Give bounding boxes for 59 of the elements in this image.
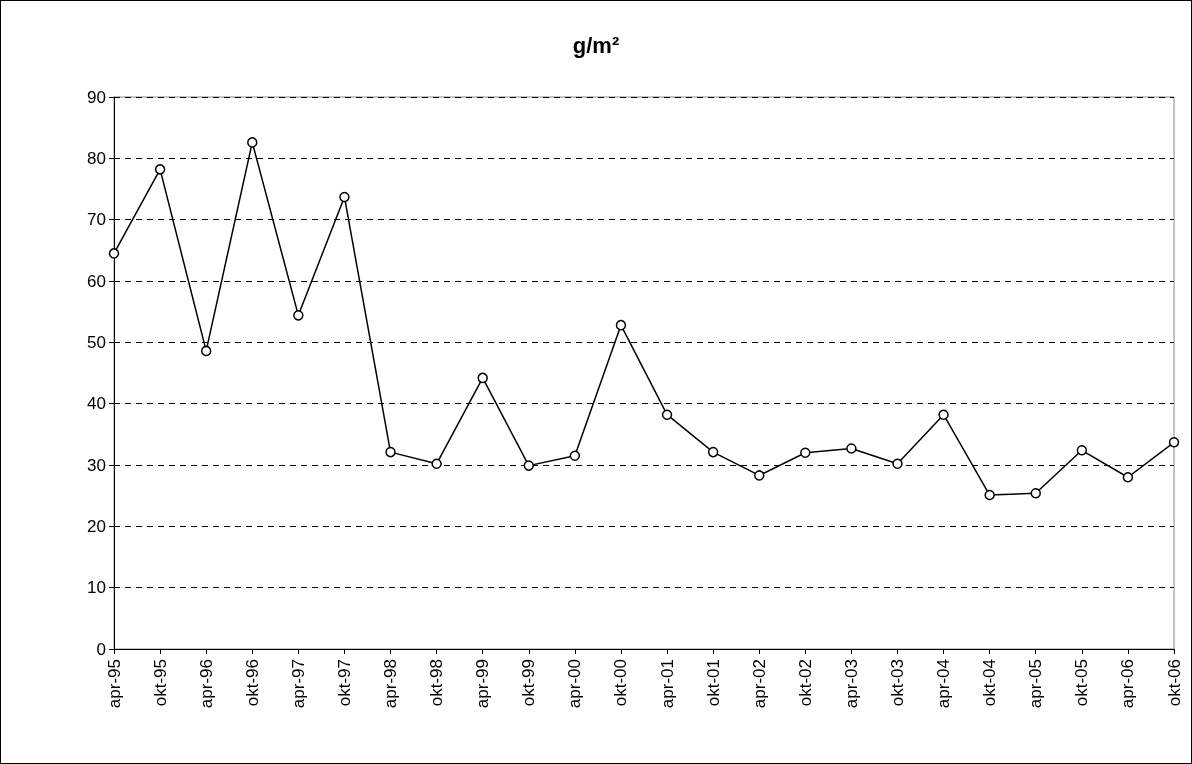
point (846, 443, 857, 454)
x-tick-label: okt-05 (1072, 659, 1092, 707)
x-tick-label: apr-01 (657, 659, 677, 709)
y-tick-label: 40 (87, 394, 106, 414)
x-tick-label: okt-01 (703, 659, 723, 707)
x-tick-label: okt-00 (611, 659, 631, 707)
x-tick-label: apr-97 (288, 659, 308, 709)
point (892, 458, 903, 470)
y-tick-label: 70 (87, 210, 106, 230)
point (477, 372, 488, 384)
point (200, 345, 212, 357)
point (1168, 437, 1180, 448)
x-tick-label: apr-96 (196, 659, 216, 709)
chart-title: g/m² (572, 32, 620, 58)
x-tick-label: okt-03 (887, 659, 907, 707)
x-tick-label: okt-96 (242, 659, 262, 707)
point (938, 409, 949, 420)
x-tick-label: apr-05 (1026, 659, 1046, 709)
x-tick-label: apr-03 (841, 659, 861, 709)
x-tick-label: okt-06 (1164, 659, 1184, 707)
x-tick-label: apr-06 (1118, 659, 1138, 709)
point (569, 450, 581, 462)
x-tick-label: apr-99 (473, 659, 493, 709)
point (800, 447, 811, 458)
x-tick-label: apr-02 (749, 659, 769, 709)
x-tick-label: okt-04 (980, 659, 1000, 707)
point (661, 409, 673, 420)
y-tick-label: 10 (87, 578, 106, 598)
point (523, 460, 535, 471)
point (984, 489, 995, 501)
point (753, 470, 765, 481)
x-tick-label: okt-99 (519, 659, 539, 707)
point (247, 137, 258, 148)
point (385, 446, 396, 458)
point (1076, 445, 1088, 456)
point (339, 191, 350, 203)
y-tick-label: 80 (87, 148, 106, 168)
y-tick-label: 60 (87, 271, 106, 291)
point (615, 319, 627, 331)
point (293, 310, 304, 321)
x-tick-label: apr-04 (934, 659, 954, 709)
y-tick-label: 20 (87, 516, 106, 536)
point (154, 164, 166, 175)
point (108, 248, 120, 259)
y-tick-label: 30 (87, 455, 106, 475)
x-tick-label: okt-98 (427, 659, 447, 707)
point (431, 458, 442, 470)
x-tick-label: okt-02 (795, 659, 815, 707)
x-tick-label: apr-00 (565, 659, 585, 709)
x-tick-label: okt-97 (334, 659, 354, 707)
x-tick-label: apr-95 (104, 659, 124, 709)
y-tick-label: 50 (87, 332, 106, 352)
point (1030, 487, 1041, 499)
x-tick-label: apr-98 (381, 659, 401, 709)
point (1122, 472, 1134, 483)
x-tick-label: okt-95 (150, 659, 170, 707)
point (707, 446, 719, 458)
y-tick-label: 0 (96, 639, 106, 659)
y-tick-label: 90 (87, 87, 106, 107)
